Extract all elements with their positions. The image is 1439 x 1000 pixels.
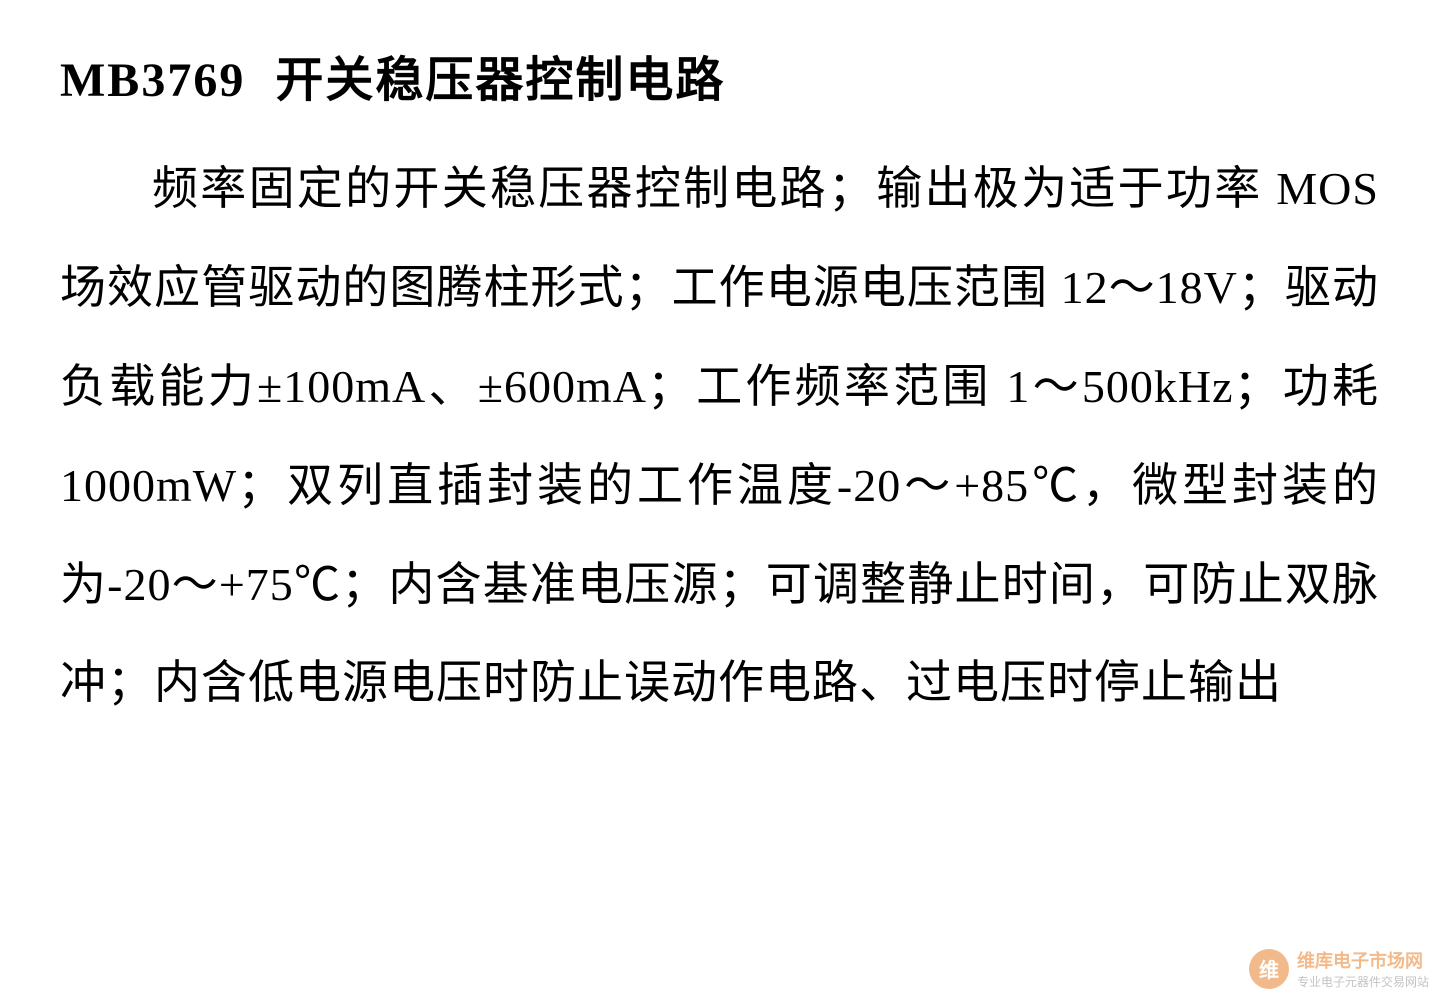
watermark: 维 维库电子市场网 专业电子元器件交易网站 (1249, 947, 1429, 990)
part-number: MB3769 (60, 54, 245, 107)
watermark-logo-icon: 维 (1249, 949, 1289, 989)
watermark-site-name: 维库电子市场网 (1297, 947, 1429, 973)
document-body: 频率固定的开关稳压器控制电路；输出极为适于功率 MOS 场效应管驱动的图腾柱形式… (60, 140, 1379, 733)
watermark-subtitle: 专业电子元器件交易网站 (1297, 973, 1429, 990)
document-title: MB3769 开关稳压器控制电路 (60, 40, 1379, 110)
title-text: 开关稳压器控制电路 (275, 54, 725, 107)
document-container: MB3769 开关稳压器控制电路 频率固定的开关稳压器控制电路；输出极为适于功率 … (0, 0, 1439, 773)
watermark-text-container: 维库电子市场网 专业电子元器件交易网站 (1297, 947, 1429, 990)
